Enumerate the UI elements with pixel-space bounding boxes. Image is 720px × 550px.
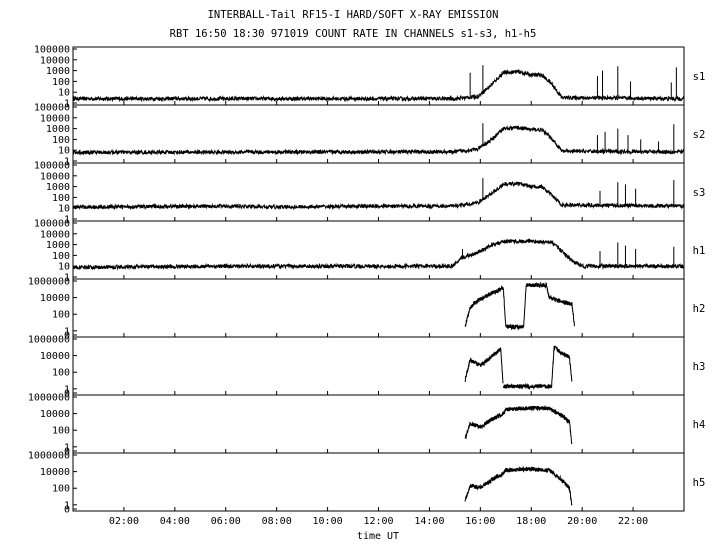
channel-label-s2: s2 — [693, 129, 706, 141]
y-tick-label: 10000 — [40, 467, 70, 478]
x-tick-label: 08:00 — [262, 516, 292, 527]
y-tick-label: 0 — [64, 505, 70, 516]
panel-h3: 1000000 10000 100 10 h3 — [28, 335, 705, 400]
y-tick-label: 100 — [52, 426, 70, 437]
y-tick-label: 1000 — [46, 240, 70, 251]
chart-title: INTERBALL-Tail RF15-I HARD/SOFT X-RAY EM… — [208, 9, 499, 21]
channel-label-h1: h1 — [693, 245, 706, 257]
panel-frame — [72, 104, 685, 164]
y-tick-label: 1 — [64, 326, 70, 337]
y-tick-label: 1 — [64, 384, 70, 395]
x-tick-label: 22:00 — [618, 516, 648, 527]
y-tick-label: 100 — [52, 484, 70, 495]
panel-h4: 1000000 10000 100 10 h4 — [28, 393, 705, 458]
segment-line-h2 — [464, 285, 504, 327]
chart-subtitle: RBT 16:50 18:30 971019 COUNT RATE IN CHA… — [170, 28, 537, 40]
y-tick-label: 100000 — [34, 161, 70, 172]
x-axis-label: time UT — [357, 531, 399, 542]
y-tick-label: 10000 — [40, 293, 70, 304]
series-line-s1 — [72, 68, 685, 103]
y-tick-label: 1000 — [46, 124, 70, 135]
segment-line-h4 — [464, 404, 573, 445]
segment-line-h3 — [502, 345, 573, 391]
panels: 100000100001000100101s110000010000100010… — [28, 45, 705, 516]
y-tick-label: 100 — [52, 368, 70, 379]
y-tick-label: 10000 — [40, 55, 70, 66]
y-tick-label: 10000 — [40, 113, 70, 124]
y-tick-label: 1000000 — [28, 335, 70, 346]
y-tick-label: 100 — [52, 77, 70, 88]
channel-label-s3: s3 — [693, 187, 706, 199]
y-tick-label: 10000 — [40, 409, 70, 420]
x-tick-label: 14:00 — [414, 516, 444, 527]
segment-line-h2 — [502, 281, 575, 331]
series-line-h1 — [72, 238, 684, 271]
y-tick-label: 1 — [64, 500, 70, 511]
y-tick-label: 1 — [64, 99, 70, 110]
y-tick-label: 1 — [64, 273, 70, 284]
panel-frame — [72, 220, 685, 280]
y-tick-label: 1 — [64, 157, 70, 168]
y-tick-label: 0 — [64, 331, 70, 342]
y-tick-label: 1 — [64, 442, 70, 453]
y-tick-label: 10 — [58, 146, 70, 157]
segment-line-h3 — [464, 347, 504, 384]
y-tick-label: 1000000 — [28, 277, 70, 288]
y-tick-label: 100 — [52, 251, 70, 262]
y-tick-label: 100000 — [34, 45, 70, 56]
y-tick-label: 1000 — [46, 66, 70, 77]
panel-h5: 1000000 10000 100 10 h5 — [28, 451, 705, 516]
y-tick-label: 100 — [52, 193, 70, 204]
x-tick-label: 12:00 — [363, 516, 393, 527]
panel-h2: 1000000 10000 100 10 h2 — [28, 277, 705, 342]
panel-frame — [72, 452, 685, 512]
x-tick-label: 04:00 — [160, 516, 190, 527]
x-tick-label: 02:00 — [109, 516, 139, 527]
y-tick-label: 10 — [58, 88, 70, 99]
x-axis: 02:00 04:00 06:00 08:00 10:00 12:00 14:00 16:00… — [109, 516, 648, 527]
y-tick-label: 10000 — [40, 351, 70, 362]
y-tick-label: 10 — [58, 262, 70, 273]
channel-label-h2: h2 — [693, 303, 706, 315]
y-tick-label: 0 — [64, 389, 70, 400]
y-tick-label: 1000000 — [28, 451, 70, 462]
y-tick-label: 1 — [64, 215, 70, 226]
y-tick-label: 10000 — [40, 229, 70, 240]
panel-frame — [72, 394, 685, 454]
y-tick-label: 1000000 — [28, 393, 70, 404]
segment-line-h5 — [464, 465, 573, 506]
x-tick-label: 20:00 — [567, 516, 597, 527]
y-tick-label: 100000 — [34, 219, 70, 230]
y-tick-label: 100000 — [34, 103, 70, 114]
x-tick-label: 10:00 — [313, 516, 343, 527]
series-line-s2 — [72, 125, 685, 156]
panel-frame — [72, 162, 685, 222]
x-tick-label: 18:00 — [516, 516, 546, 527]
panel-frame — [72, 336, 685, 396]
y-tick-label: 0 — [64, 447, 70, 458]
x-tick-label: 06:00 — [211, 516, 241, 527]
y-tick-label: 1000 — [46, 182, 70, 193]
x-tick-label: 16:00 — [465, 516, 495, 527]
panel-frame — [72, 46, 685, 106]
panel-frame — [72, 278, 685, 338]
y-tick-label: 100 — [52, 135, 70, 146]
y-tick-label: 100 — [52, 310, 70, 321]
series-line-s3 — [72, 181, 685, 211]
channel-label-h3: h3 — [693, 361, 706, 373]
channel-label-h5: h5 — [693, 477, 706, 489]
y-tick-label: 10 — [58, 204, 70, 215]
channel-label-s1: s1 — [693, 71, 706, 83]
y-tick-label: 10000 — [40, 171, 70, 182]
channel-label-h4: h4 — [693, 419, 706, 431]
